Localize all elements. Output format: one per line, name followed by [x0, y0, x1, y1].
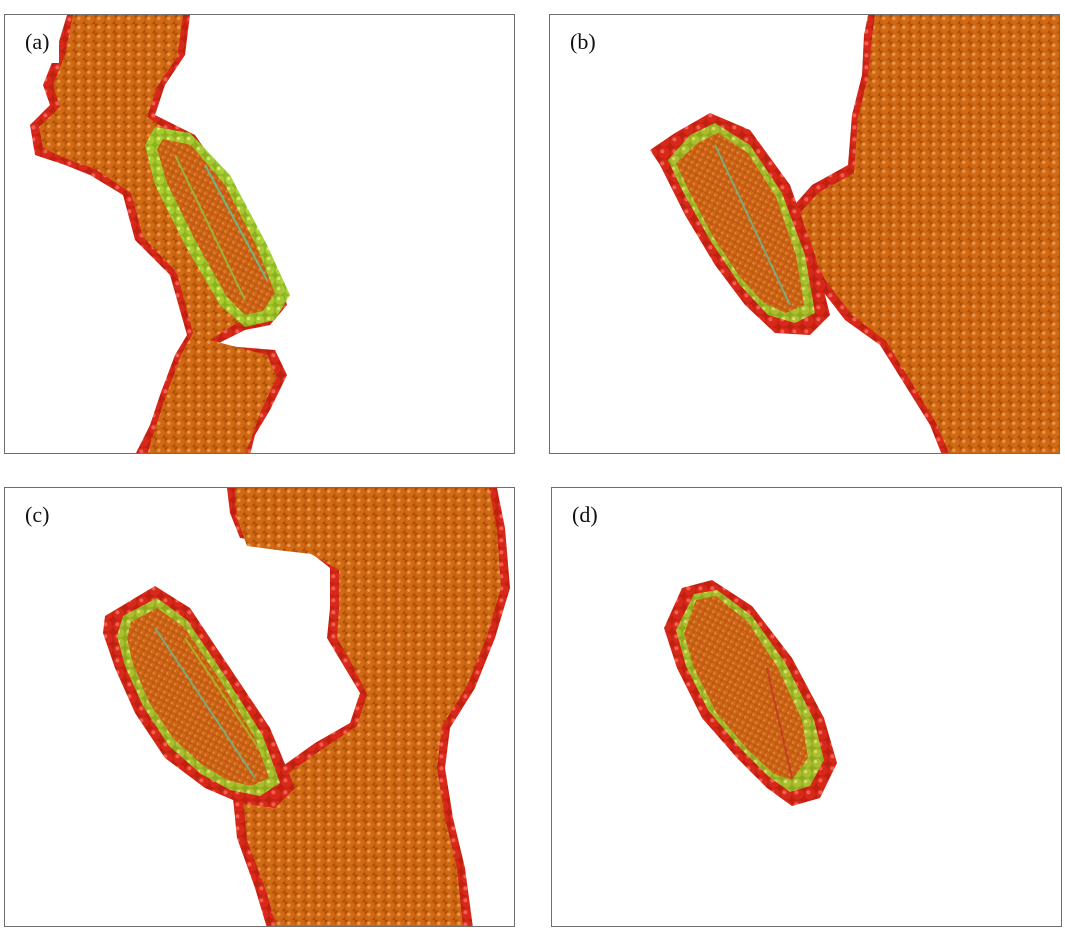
- matrix-bulk: [235, 488, 501, 926]
- precipitate-core: [157, 139, 275, 315]
- matrix-bulk: [800, 15, 1059, 453]
- panel-b: (b): [549, 14, 1060, 454]
- panel-label: (b): [564, 27, 606, 63]
- matrix-bulk: [39, 15, 277, 453]
- panel-a: (a): [4, 14, 515, 454]
- precipitate-core: [684, 596, 808, 780]
- atomistic-snapshot: [30, 15, 290, 453]
- panel-label: (a): [19, 27, 60, 63]
- panel-d: (d): [551, 487, 1062, 927]
- panel-c: (c): [4, 487, 515, 927]
- panel-label: (d): [566, 500, 608, 536]
- atomistic-snapshot: [103, 488, 510, 926]
- atomistic-snapshot: [650, 15, 1059, 453]
- atomistic-snapshot: [664, 580, 837, 806]
- precipitate-core: [127, 608, 269, 786]
- panel-label: (c): [19, 500, 60, 536]
